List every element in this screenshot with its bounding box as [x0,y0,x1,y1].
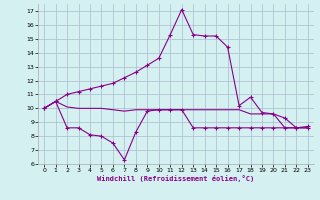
X-axis label: Windchill (Refroidissement éolien,°C): Windchill (Refroidissement éolien,°C) [97,175,255,182]
